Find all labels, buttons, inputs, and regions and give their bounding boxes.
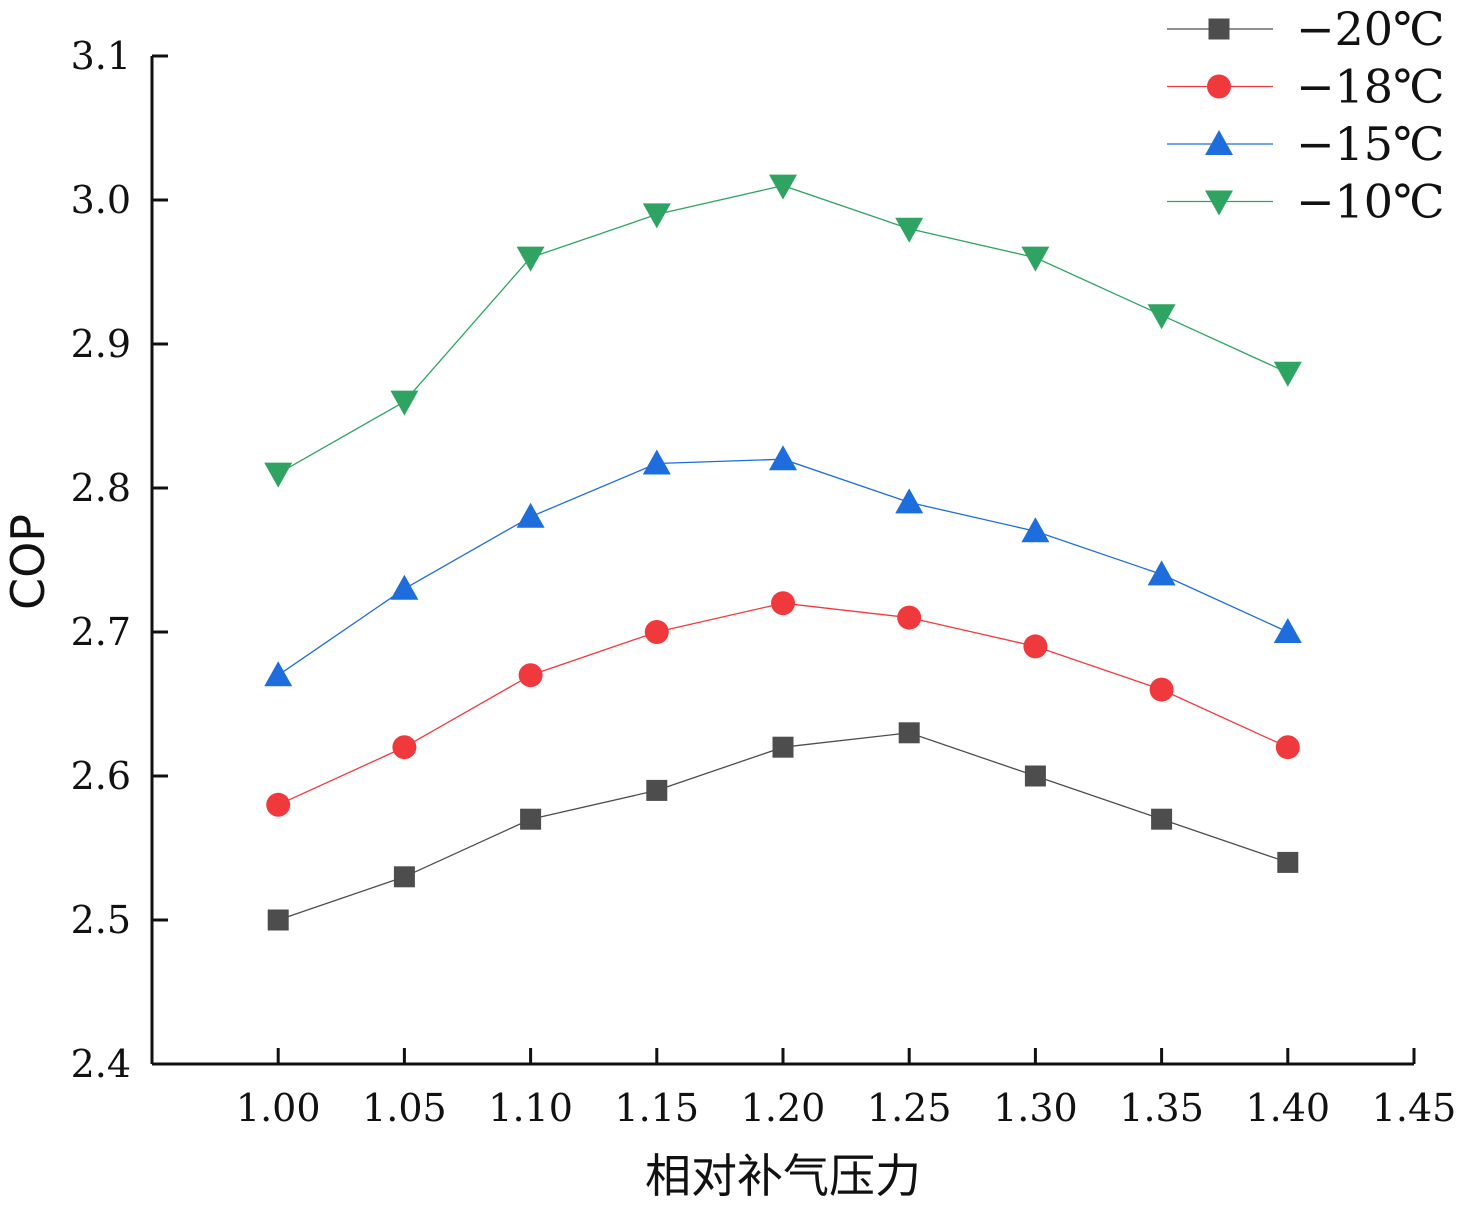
data-point xyxy=(1147,304,1176,330)
data-point xyxy=(1149,677,1174,702)
data-point xyxy=(771,591,795,616)
legend-label: −18℃ xyxy=(1296,60,1445,114)
x-tick-label: 1.35 xyxy=(1119,1086,1204,1130)
data-point xyxy=(644,620,669,644)
data-point xyxy=(264,661,293,687)
data-point xyxy=(895,217,924,243)
data-point xyxy=(769,445,797,471)
series-line xyxy=(277,184,1289,475)
data-point xyxy=(266,792,291,817)
data-point xyxy=(1023,634,1048,659)
x-tick-label: 1.20 xyxy=(741,1086,826,1130)
legend-marker xyxy=(1205,190,1233,216)
series-layer xyxy=(264,174,1302,931)
data-point xyxy=(393,866,415,888)
x-tick-label: 1.10 xyxy=(488,1086,573,1130)
data-point xyxy=(1273,361,1302,387)
y-tick-label: 2.9 xyxy=(71,322,131,366)
x-tick-label: 1.00 xyxy=(236,1086,321,1130)
data-point xyxy=(390,390,419,416)
series-0 xyxy=(267,722,1299,931)
data-point xyxy=(772,736,794,758)
data-point xyxy=(267,909,289,931)
data-point xyxy=(897,605,922,630)
legend-entry: −10℃ xyxy=(1167,175,1445,229)
legend-entry: −20℃ xyxy=(1167,2,1445,56)
axes: 1.00 1.05 1.10 1.15 1.20 1.25 1.30 1.35 1.40 1.45… xyxy=(71,34,1457,1130)
series-line xyxy=(277,732,1289,921)
data-point xyxy=(264,462,293,488)
data-point xyxy=(520,808,542,830)
x-tick-label: 1.25 xyxy=(867,1086,952,1130)
legend-label: −15℃ xyxy=(1296,117,1445,171)
legend-label: −20℃ xyxy=(1296,2,1445,56)
data-point xyxy=(646,779,668,801)
data-point xyxy=(1275,735,1300,760)
data-point xyxy=(392,735,417,760)
legend-marker xyxy=(1207,74,1231,99)
x-tick-label: 1.05 xyxy=(362,1086,447,1130)
legend: −20℃−18℃−15℃−10℃ xyxy=(1167,2,1445,229)
x-tick-label: 1.40 xyxy=(1245,1086,1330,1130)
y-tick-label: 3.1 xyxy=(71,34,131,78)
data-point xyxy=(898,722,920,744)
y-tick-label: 2.7 xyxy=(71,610,131,654)
legend-entry: −18℃ xyxy=(1167,60,1445,114)
series-line xyxy=(277,602,1289,806)
legend-entry: −15℃ xyxy=(1167,117,1445,171)
x-axis-title: 相对补气压力 xyxy=(645,1149,921,1203)
data-point xyxy=(1273,618,1302,643)
data-point xyxy=(1147,560,1176,586)
data-point xyxy=(1021,517,1050,543)
y-tick-label: 2.6 xyxy=(71,754,131,798)
y-axis-title: COP xyxy=(1,514,55,610)
x-ticks: 1.00 1.05 1.10 1.15 1.20 1.25 1.30 1.35 1.40 1.45 xyxy=(236,1048,1456,1130)
data-point xyxy=(1024,765,1046,787)
data-point xyxy=(1021,246,1050,272)
data-point xyxy=(642,203,671,229)
data-point xyxy=(516,502,545,528)
series-3 xyxy=(264,174,1302,488)
legend-label: −10℃ xyxy=(1296,175,1445,229)
legend-marker xyxy=(1205,130,1233,155)
legend-marker xyxy=(1208,18,1230,40)
data-point xyxy=(518,663,543,688)
y-tick-label: 2.5 xyxy=(71,898,131,942)
series-1 xyxy=(266,591,1300,817)
y-tick-label: 2.4 xyxy=(71,1042,131,1086)
data-point xyxy=(390,574,419,600)
x-tick-label: 1.15 xyxy=(614,1086,699,1130)
y-tick-label: 2.8 xyxy=(71,466,131,510)
y-ticks: 2.4 2.5 2.6 2.7 2.8 2.9 3.0 3.1 xyxy=(71,34,168,1086)
data-point xyxy=(895,488,924,514)
data-point xyxy=(642,449,671,475)
y-tick-label: 3.0 xyxy=(71,178,131,222)
series-line xyxy=(277,458,1289,676)
series-2 xyxy=(264,445,1302,687)
data-point xyxy=(1151,808,1173,830)
data-point xyxy=(769,174,797,200)
x-tick-label: 1.30 xyxy=(993,1086,1078,1130)
data-point xyxy=(1277,851,1299,873)
data-point xyxy=(516,246,545,272)
x-tick-label: 1.45 xyxy=(1372,1086,1457,1130)
